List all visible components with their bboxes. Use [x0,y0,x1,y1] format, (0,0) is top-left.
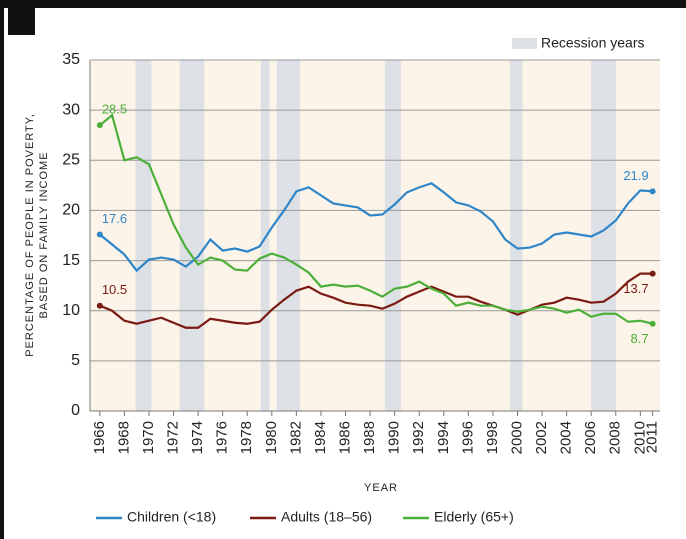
data-label: 10.5 [102,282,127,297]
corner-block [8,8,35,35]
y-tick-label: 35 [62,51,80,68]
x-tick-label: 1992 [410,421,427,454]
x-tick-label: 1968 [115,421,132,454]
y-tick-label: 25 [62,152,80,169]
x-tick-label: 1990 [386,421,403,454]
x-tick-label: 1976 [214,421,231,454]
x-tick-label: 1972 [165,421,182,454]
y-tick-label: 30 [62,101,80,118]
x-tick-label: 1994 [435,421,452,454]
y-tick-label: 15 [62,252,80,269]
x-tick-label: 2000 [508,421,525,454]
x-tick-label: 1996 [459,421,476,454]
data-label: 21.9 [623,168,648,183]
x-tick-label: 1970 [140,421,157,454]
legend-label: Adults (18–56) [281,509,372,525]
x-tick-label: 1986 [336,421,353,454]
legend-swatch [512,38,537,49]
x-tick-label: 2010 [631,421,648,454]
x-tick-label: 1978 [238,421,255,454]
data-label: 17.6 [102,211,127,226]
y-tick-label: 10 [62,302,80,319]
y-tick-label: 5 [71,352,80,369]
recession-band [179,60,205,411]
y-axis-label: BASED ON FAMILY INCOME [38,151,50,318]
frame-left [0,0,4,539]
series-line [99,272,653,329]
data-label: 13.7 [623,281,648,296]
x-tick-label: 1988 [361,421,378,454]
series-line [99,182,653,273]
end-point [649,270,656,277]
frame-top [0,0,686,8]
data-label: 28.5 [102,102,127,117]
end-point [649,320,656,327]
end-point [96,302,103,309]
x-tick-label: 2006 [582,421,599,454]
legend-label: Children (<18) [127,509,216,525]
recession-band [276,60,301,411]
y-axis-label: PERCENTAGE OF PEOPLE IN POVERTY, [24,113,36,357]
x-tick-label: 1974 [189,421,206,454]
x-tick-label: 2008 [607,421,624,454]
recession-band [510,60,523,411]
plot-area [90,60,660,411]
end-point [96,122,103,129]
x-tick-label: 1984 [312,421,329,454]
y-tick-label: 20 [62,202,80,219]
x-tick-label: 1982 [287,421,304,454]
x-tick-label: 1966 [91,421,108,454]
end-point [649,188,656,195]
legend-label: Elderly (65+) [434,509,514,525]
legend-label: Recession years [541,35,645,51]
x-axis-label: YEAR [364,482,398,494]
x-tick-label: 2002 [533,421,550,454]
x-tick-label: 2004 [558,421,575,454]
recession-band [135,60,152,411]
recession-band [260,60,270,411]
x-tick-label: 2011 [644,421,661,453]
recession-band [384,60,401,411]
data-label: 8.7 [631,331,649,346]
x-tick-label: 1980 [263,421,280,454]
end-point [96,231,103,238]
series-line [99,113,653,325]
x-tick-label: 1998 [484,421,501,454]
y-tick-label: 0 [71,402,80,419]
